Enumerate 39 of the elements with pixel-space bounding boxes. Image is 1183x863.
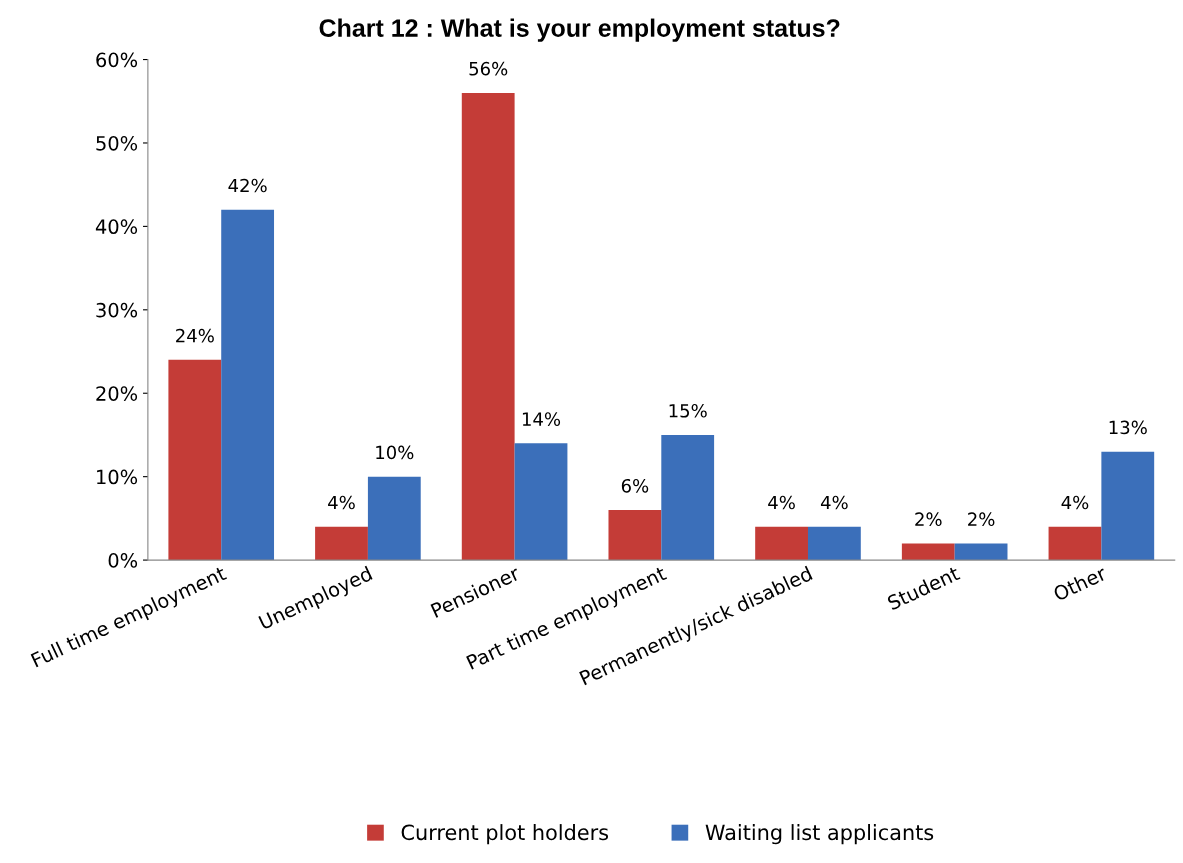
y-tick-label: 60% [96,52,138,68]
x-tick-label: Other [1052,564,1108,602]
data-label: 24% [176,328,214,343]
bar [901,543,955,561]
y-tick-label: 20% [96,386,138,401]
data-label: 15% [669,403,707,418]
bar [807,526,861,561]
data-label: 13% [1109,420,1147,435]
data-label: 4% [768,495,795,510]
bar [661,434,715,561]
data-label: 42% [228,178,267,193]
bar [1048,526,1102,561]
data-label: 4% [1061,495,1089,510]
data-label: 6% [621,478,649,493]
data-label: 10% [376,445,414,460]
bar [514,443,568,561]
y-tick-label: 10% [97,469,138,485]
data-label: 56% [469,61,508,76]
y-tick-label: 30% [96,302,138,318]
data-label: 2% [968,512,995,527]
bar [608,510,662,561]
bar [954,543,1008,561]
legend-label: Current plot holders [401,824,609,845]
data-label: 2% [915,512,942,527]
data-label: 4% [328,495,355,510]
bar [168,359,222,561]
bar [367,476,421,561]
bar [221,209,275,561]
bar [461,92,515,561]
data-label: 4% [820,495,848,510]
bar [755,526,808,561]
legend-label: Waiting list applicants [705,824,934,845]
y-tick-label: 50% [96,135,138,151]
bar [1101,451,1155,561]
chart-title: Chart 12 : What is your employment status? [319,18,840,42]
data-label: 14% [522,412,561,426]
y-tick-label: 40% [95,219,138,235]
y-tick-label: 0% [108,553,138,568]
bar [315,526,368,561]
